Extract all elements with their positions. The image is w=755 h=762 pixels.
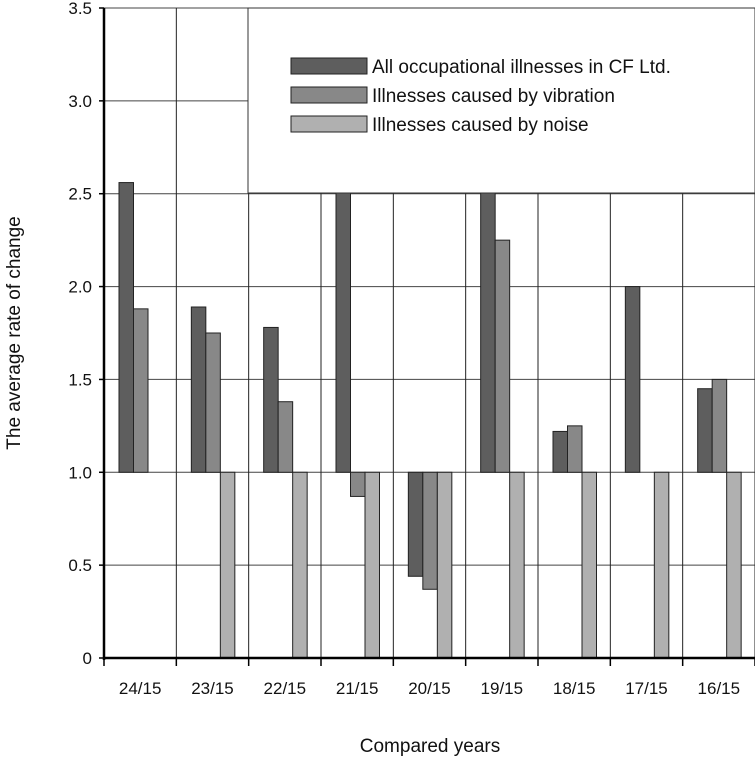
- bar-16-15-s3: [726, 471, 742, 659]
- bar-19-15-s1: [480, 182, 496, 473]
- axes: 0 0.5 1.0 1.5 2.0 2.5 3.0 3.5 24/15 23/15 22/15 21/…: [68, 0, 755, 698]
- bar-16-15-s2: [711, 378, 728, 473]
- x-tick-label: 18/15: [553, 679, 596, 698]
- y-tick-label: 2.0: [68, 278, 92, 297]
- legend-swatch: [290, 115, 368, 133]
- bar-23-15-s3: [219, 471, 236, 659]
- x-tick-label: 23/15: [191, 679, 234, 698]
- bar-23-15-s2: [205, 332, 221, 473]
- y-tick-label: 3.5: [68, 0, 92, 18]
- bar-19-15-s3: [509, 471, 525, 659]
- bar-24-15-s1: [118, 182, 134, 473]
- x-tick-label: 24/15: [119, 679, 162, 698]
- bars: [118, 182, 742, 659]
- y-tick-label: 0: [83, 649, 92, 668]
- x-tick-label: 16/15: [698, 679, 741, 698]
- bar-21-15-s1: [335, 182, 351, 473]
- y-tick-label: 0.5: [68, 556, 92, 575]
- legend-swatch: [290, 86, 368, 104]
- x-axis-label: Compared years: [360, 736, 500, 757]
- bar-18-15-s3: [581, 471, 597, 659]
- legend-label: Illnesses caused by noise: [372, 115, 589, 136]
- bar-16-15-s1: [697, 388, 713, 473]
- x-tick-label: 22/15: [264, 679, 307, 698]
- legend-swatch: [290, 57, 368, 75]
- y-tick-label: 1.5: [68, 370, 92, 389]
- bar-22-15-s3: [292, 471, 308, 659]
- bar-24-15-s2: [133, 308, 149, 473]
- bar-22-15-s2: [277, 401, 294, 473]
- bar-20-15-s2: [422, 471, 438, 590]
- bar-18-15-s1: [552, 430, 568, 473]
- bar-21-15-s2: [350, 471, 366, 497]
- y-axis-label: The average rate of change: [4, 216, 25, 449]
- x-tick-label: 19/15: [481, 679, 524, 698]
- bar-17-15-s3: [653, 471, 670, 659]
- x-tick-label: 20/15: [408, 679, 451, 698]
- bar-17-15-s1: [624, 286, 641, 473]
- legend-label: All occupational illnesses in CF Ltd.: [372, 57, 671, 78]
- legend: All occupational illnesses in CF Ltd. Ill…: [247, 7, 755, 194]
- y-tick-label: 1.0: [68, 463, 92, 482]
- bar-20-15-s3: [436, 471, 453, 659]
- y-tick-label: 2.5: [68, 185, 92, 204]
- y-tick-label: 3.0: [68, 92, 92, 111]
- bar-22-15-s1: [263, 326, 279, 473]
- x-tick-label: 21/15: [336, 679, 379, 698]
- bar-21-15-s3: [364, 471, 380, 659]
- bar-18-15-s2: [567, 425, 583, 473]
- bar-23-15-s1: [190, 306, 207, 473]
- bar-20-15-s1: [407, 471, 424, 577]
- legend-label: Illnesses caused by vibration: [372, 86, 615, 107]
- bar-19-15-s2: [494, 239, 511, 473]
- x-tick-label: 17/15: [625, 679, 668, 698]
